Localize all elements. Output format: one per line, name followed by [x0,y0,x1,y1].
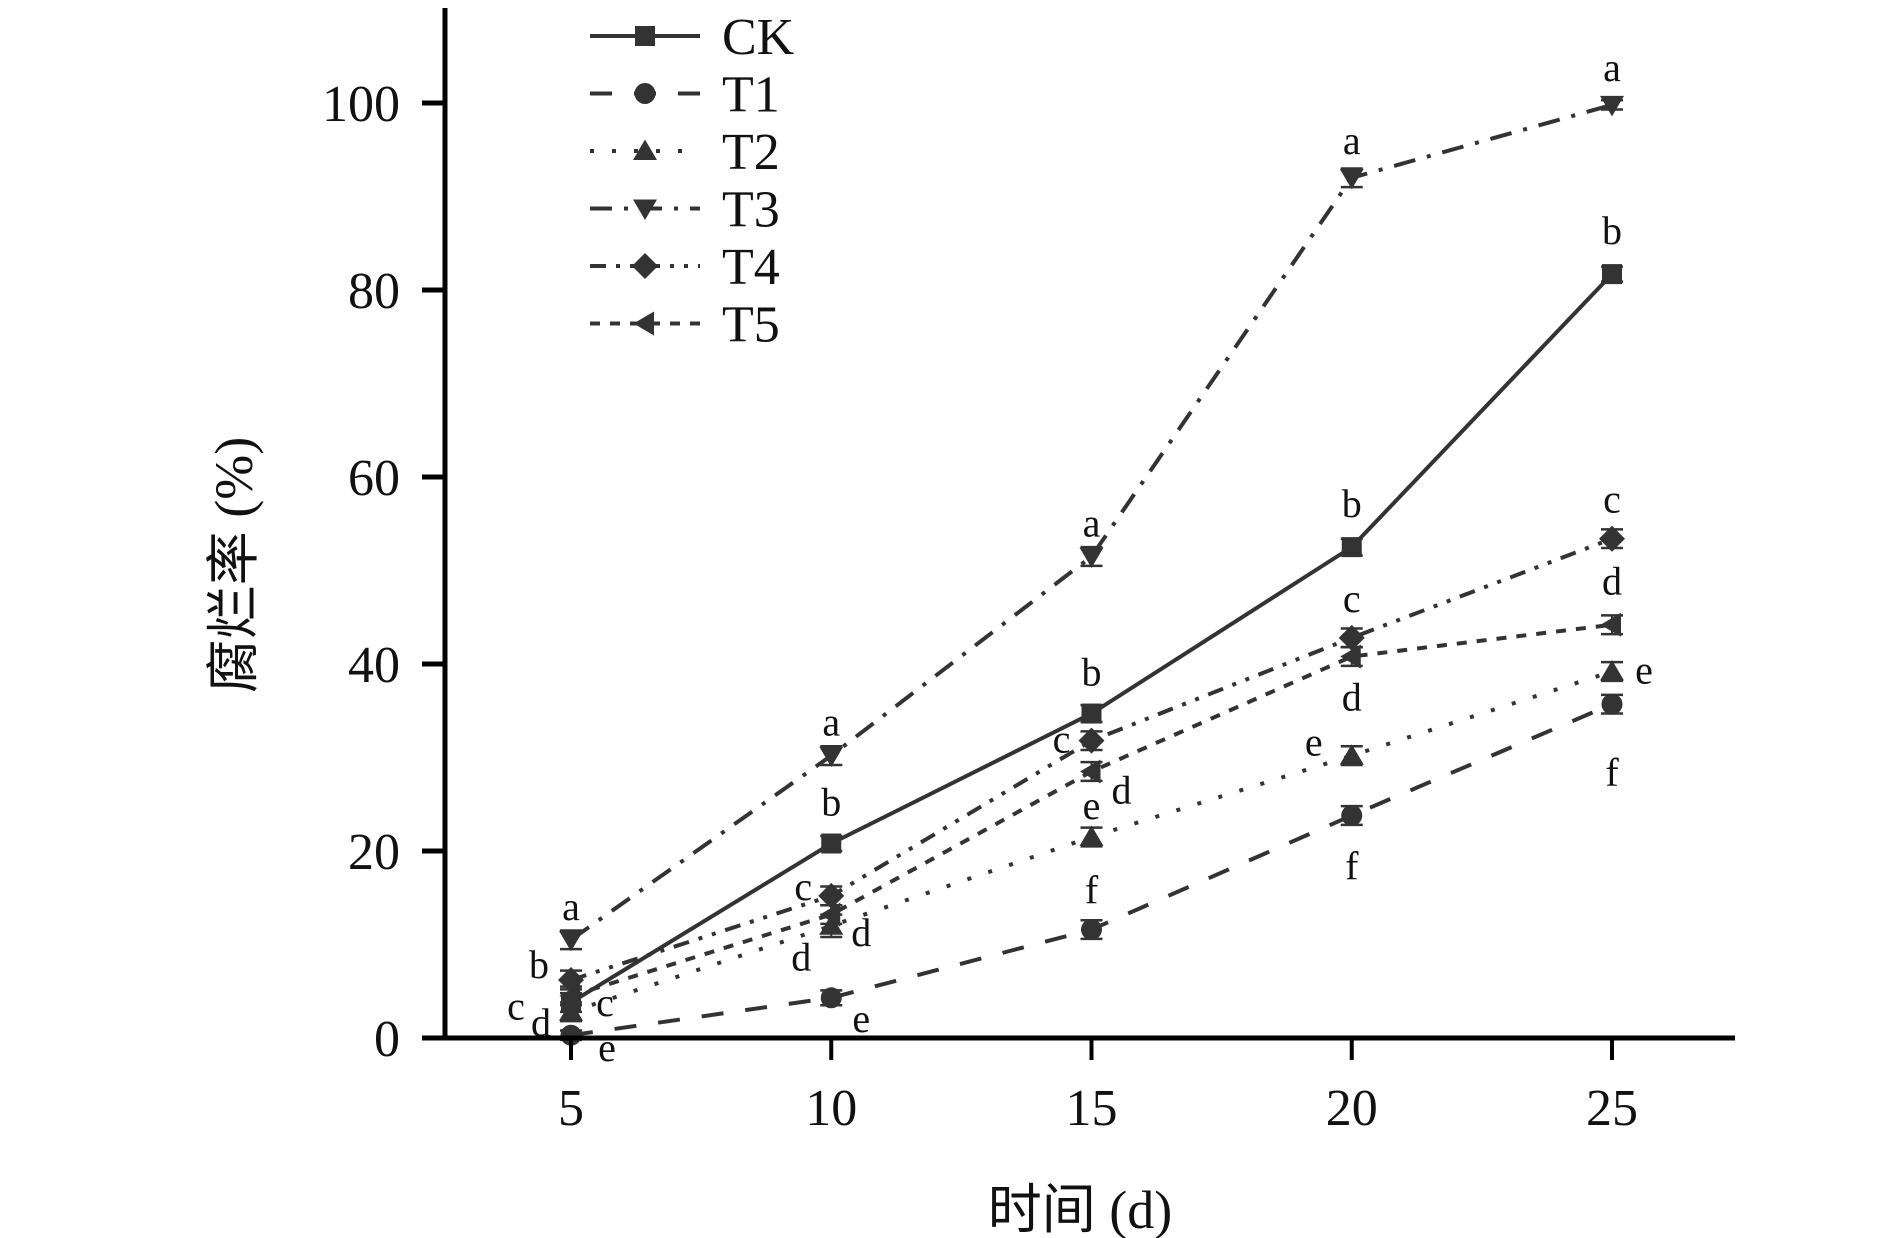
data-point-t2 [1079,825,1104,846]
significance-label: e [852,996,870,1041]
axes [442,8,1735,1041]
data-point-t5 [819,902,841,927]
significance-label: b [821,780,841,825]
y-ticks: 0 20 40 60 80 100 [322,76,445,1068]
legend-item-t5: T5 [590,297,780,354]
significance-label: e [1305,720,1323,765]
legend-marker-t5 [633,311,654,336]
legend-marker-ck [635,26,655,46]
significance-label: c [596,980,614,1025]
data-point-t5 [1080,759,1101,784]
significance-label: f [1605,750,1619,795]
data-point-t3 [819,746,844,768]
significance-label: c [1053,717,1071,762]
legend-item-ck: CK [590,9,795,66]
x-tick-label: 20 [1326,1080,1378,1137]
legend-marker-t2 [633,139,657,160]
y-tick-label: 100 [322,76,400,133]
data-point-ck [1341,537,1362,558]
significance-label: a [562,884,580,929]
data-point-t1 [1081,919,1102,941]
significance-label: a [1343,118,1361,163]
significance-label: a [822,700,840,745]
significance-label: b [1602,208,1622,253]
data-point-t5 [1600,612,1621,637]
data-point-t2 [1600,659,1624,681]
legend-marker-t1 [634,83,656,104]
significance-label: d [1602,559,1622,604]
data-point-ck [821,833,842,854]
significance-label: b [1342,481,1362,526]
legend-label: CK [722,9,795,66]
y-tick-label: 80 [348,263,400,320]
data-point-t3 [1600,95,1624,117]
legend-item-t2: T2 [590,124,780,181]
x-tick-label: 10 [805,1080,857,1137]
data-point-t4 [1599,525,1625,552]
series-markers [558,95,1625,1046]
significance-label: b [529,942,549,987]
significance-label: b [1082,650,1102,695]
legend-marker-t3 [633,199,657,220]
data-point-t4 [1338,624,1365,651]
significance-label: e [1083,783,1101,828]
significance-label: d [1342,675,1362,720]
data-point-t3 [1339,168,1364,190]
data-point-ck [1602,264,1622,285]
y-tick-label: 20 [348,824,400,881]
legend-label: T5 [722,297,780,354]
significance-label: a [1083,500,1101,545]
significance-label: c [507,983,525,1028]
significance-label: c [1603,477,1621,522]
significance-label: c [1343,576,1361,621]
data-point-t2 [819,914,844,935]
y-axis-title: 腐烂率 (%) [204,437,264,693]
x-tick-label: 5 [558,1080,584,1137]
legend-label: T4 [722,239,780,296]
series-line-t3 [569,102,1613,942]
significance-label: f [1345,843,1359,888]
significance-label: d [531,1000,551,1045]
significance-label: d [1112,768,1132,813]
data-point-t3 [559,930,583,952]
significance-label: c [794,864,812,909]
data-point-t4 [1078,727,1105,754]
legend-label: T2 [722,124,780,181]
y-tick-label: 40 [348,637,400,694]
data-point-t4 [818,882,845,909]
series-line-t4 [570,536,1613,982]
data-point-t1 [1341,804,1363,826]
y-tick-label: 60 [348,450,400,507]
legend-item-t1: T1 [590,67,780,124]
significance-label: e [1635,647,1653,692]
legend-label: T3 [722,182,780,239]
x-ticks: 5 10 15 20 25 [558,1038,1638,1137]
y-tick-label: 0 [374,1011,400,1068]
data-point-t2 [1339,744,1364,765]
data-point-t2 [559,1000,583,1021]
data-point-t5 [559,983,580,1008]
data-point-t5 [1340,644,1361,669]
significance-label: e [598,1025,616,1070]
legend-marker-t4 [632,253,658,279]
data-point-t1 [1601,693,1623,715]
x-tick-label: 25 [1586,1080,1638,1137]
x-axis-title: 时间 (d) [988,1180,1172,1238]
significance-label: d [851,910,871,955]
data-point-ck [1081,703,1102,724]
legend-item-t3: T3 [590,182,780,239]
data-point-t1 [820,987,842,1009]
significance-label: d [791,935,811,980]
significance-label: a [1603,45,1621,90]
legend-item-t4: T4 [590,239,780,296]
data-point-t3 [1079,547,1104,568]
significance-label: f [1085,868,1099,913]
x-tick-label: 15 [1066,1080,1118,1137]
legend-label: T1 [722,67,780,124]
